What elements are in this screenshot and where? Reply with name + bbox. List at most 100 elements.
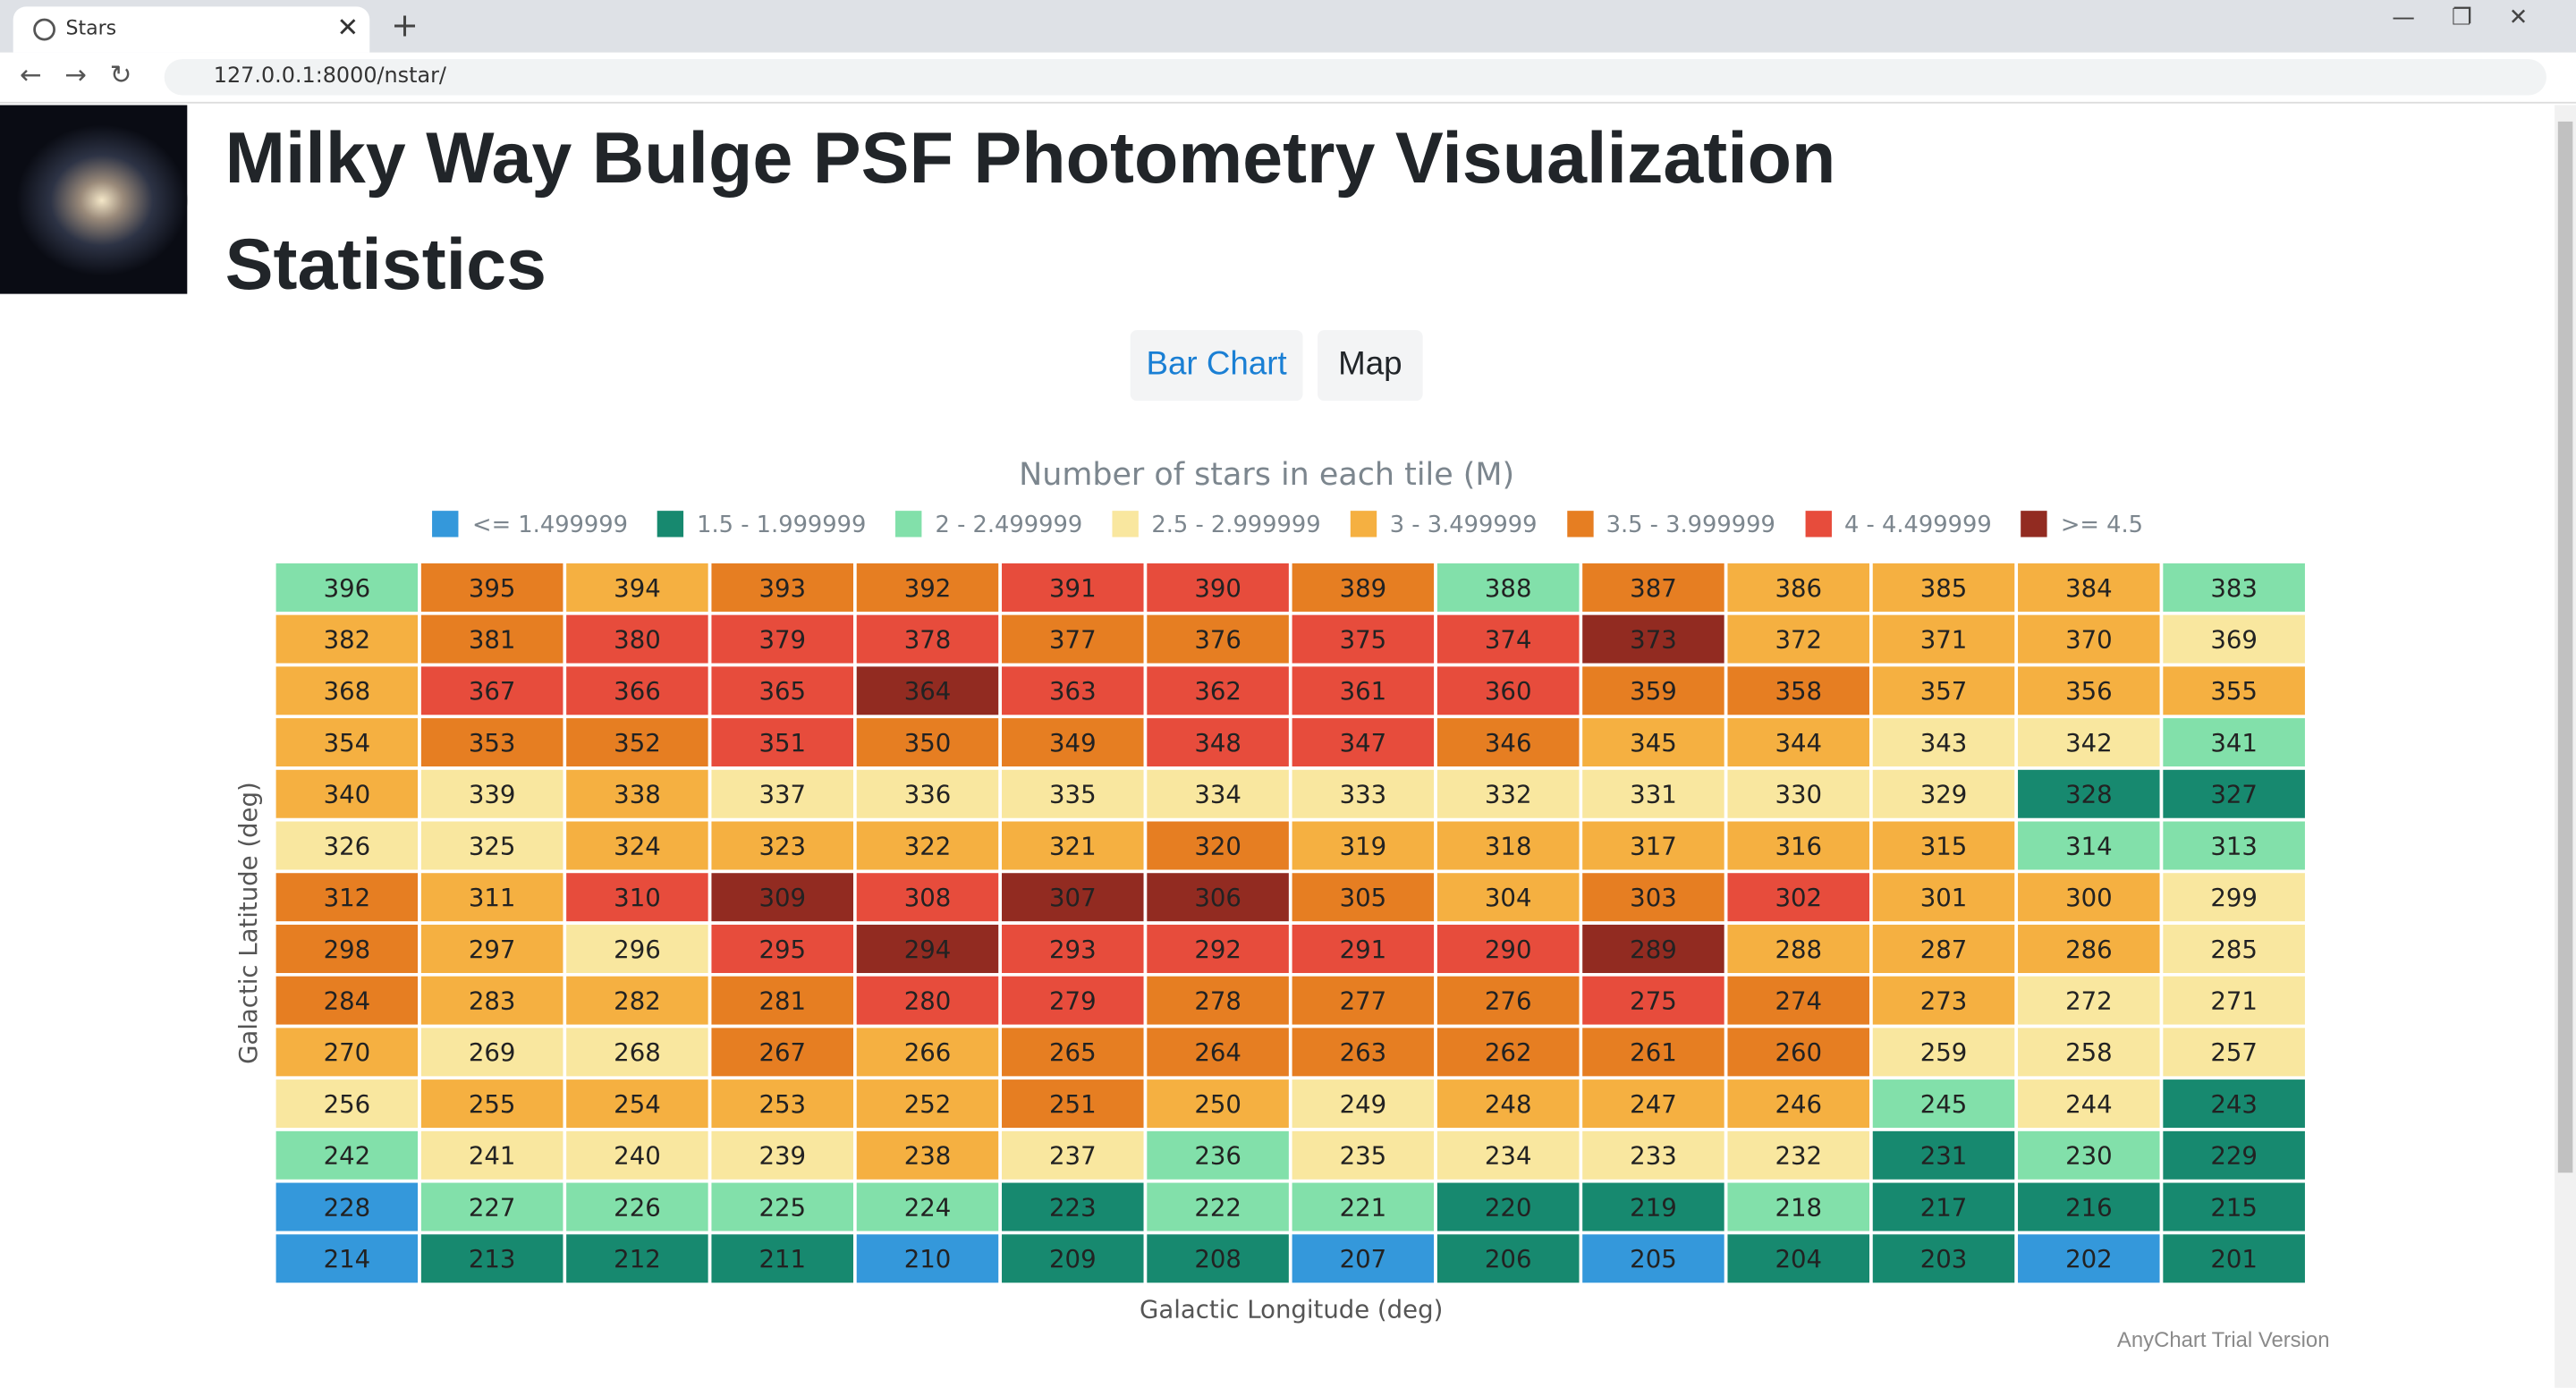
- tile-label: 298: [324, 935, 371, 964]
- tile: [2159, 1128, 2309, 1183]
- x-axis-label: Galactic Longitude (deg): [1140, 1296, 1443, 1325]
- tile: [1143, 921, 1292, 977]
- tab-close[interactable]: ✕: [336, 11, 360, 43]
- tile: [853, 663, 1003, 719]
- tile: [418, 560, 567, 615]
- tile: [1143, 1024, 1292, 1080]
- tile: [2159, 715, 2309, 770]
- tile-label: 257: [2210, 1038, 2258, 1067]
- tile-label: 213: [469, 1245, 516, 1274]
- tile: [1288, 715, 1437, 770]
- tile-label: 273: [1920, 987, 1968, 1016]
- tile-label: 297: [469, 935, 516, 964]
- tile: [1869, 715, 2019, 770]
- tile: [853, 1231, 1003, 1286]
- tile-label: 295: [758, 935, 806, 964]
- legend-item[interactable]: >= 4.5: [2021, 511, 2143, 538]
- legend-item[interactable]: 1.5 - 1.999999: [657, 511, 866, 538]
- tile-label: 381: [469, 625, 516, 654]
- tab[interactable]: Stars ✕: [13, 6, 370, 53]
- tile: [418, 663, 567, 719]
- tile: [853, 869, 1003, 925]
- tile-label: 314: [2065, 832, 2113, 860]
- bar-chart-button[interactable]: Bar Chart: [1130, 330, 1303, 402]
- tile: [2014, 817, 2164, 874]
- tile-label: 275: [1630, 987, 1677, 1016]
- legend-item[interactable]: 4 - 4.499999: [1804, 511, 1992, 539]
- tile-label: 209: [1049, 1245, 1097, 1274]
- tile: [418, 766, 567, 822]
- tile-label: 361: [1340, 677, 1387, 706]
- window-controls[interactable]: — ❐ ✕: [2392, 4, 2529, 31]
- tile-label: 278: [1194, 987, 1241, 1016]
- legend-item[interactable]: <= 1.499999: [432, 511, 628, 538]
- tile-label: 255: [469, 1090, 516, 1119]
- scrollbar[interactable]: [2555, 105, 2576, 1388]
- tile: [272, 1024, 421, 1080]
- tile-label: 376: [1194, 625, 1241, 654]
- tile-label: 237: [1049, 1142, 1097, 1171]
- tile: [418, 715, 567, 770]
- tile-label: 266: [904, 1038, 952, 1067]
- tile-label: 306: [1194, 884, 1241, 912]
- new-tab[interactable]: +: [391, 4, 419, 45]
- tile-label: 233: [1630, 1142, 1677, 1171]
- tile-label: 363: [1049, 677, 1097, 706]
- tile-label: 248: [1485, 1090, 1532, 1119]
- tile-label: 395: [469, 574, 516, 603]
- tile-label: 382: [324, 625, 371, 654]
- legend-item[interactable]: 2.5 - 2.999999: [1112, 511, 1321, 538]
- tile-label: 348: [1194, 729, 1241, 757]
- tile: [998, 560, 1148, 615]
- legend-label: 2 - 2.499999: [935, 512, 1083, 539]
- tile-label: 323: [758, 832, 806, 860]
- tile-label: 243: [2210, 1090, 2258, 1119]
- tile-label: 344: [1775, 729, 1822, 757]
- tile: [1724, 1231, 1873, 1286]
- tile-label: 235: [1340, 1142, 1387, 1171]
- tile: [708, 869, 857, 925]
- tile: [563, 663, 712, 719]
- tile-label: 241: [469, 1142, 516, 1171]
- tile-label: 330: [1775, 781, 1822, 809]
- address-bar[interactable]: 127.0.0.1:8000/nstar/: [164, 59, 2546, 96]
- tile-label: 211: [758, 1245, 806, 1274]
- tile: [1579, 869, 1728, 925]
- tile-label: 205: [1630, 1245, 1677, 1274]
- legend-item[interactable]: 3 - 3.499999: [1350, 511, 1537, 538]
- tile-label: 210: [904, 1245, 952, 1274]
- tile-label: 312: [324, 884, 371, 912]
- tile: [1288, 869, 1437, 925]
- legend-label: 4 - 4.499999: [1843, 512, 1992, 539]
- map-button[interactable]: Map: [1318, 330, 1423, 402]
- tile: [563, 869, 712, 925]
- globe-icon: [33, 18, 55, 41]
- tile-label: 242: [324, 1142, 371, 1171]
- nav-buttons[interactable]: ←→↻: [20, 59, 156, 91]
- legend-item[interactable]: 2 - 2.499999: [895, 511, 1082, 538]
- tile: [272, 1128, 421, 1183]
- tile-label: 392: [904, 574, 952, 603]
- tile-label: 336: [904, 781, 952, 809]
- tile-label: 331: [1630, 781, 1677, 809]
- watermark: AnyChart Trial Version: [2116, 1326, 2330, 1352]
- tile-label: 223: [1049, 1193, 1097, 1222]
- tile: [2159, 817, 2309, 874]
- tile-label: 374: [1485, 625, 1532, 654]
- tile-label: 335: [1049, 781, 1097, 809]
- tile-label: 286: [2065, 935, 2113, 964]
- tile-label: 225: [758, 1193, 806, 1222]
- tile: [1724, 560, 1873, 615]
- tile-label: 375: [1340, 625, 1387, 654]
- tile-label: 270: [324, 1038, 371, 1067]
- tile: [2159, 1231, 2309, 1286]
- tile: [1143, 1231, 1292, 1286]
- tile-label: 269: [469, 1038, 516, 1067]
- tile-label: 339: [469, 781, 516, 809]
- legend-item[interactable]: 3.5 - 3.999999: [1566, 511, 1775, 538]
- tile-label: 352: [614, 729, 661, 757]
- tile-label: 299: [2210, 884, 2258, 912]
